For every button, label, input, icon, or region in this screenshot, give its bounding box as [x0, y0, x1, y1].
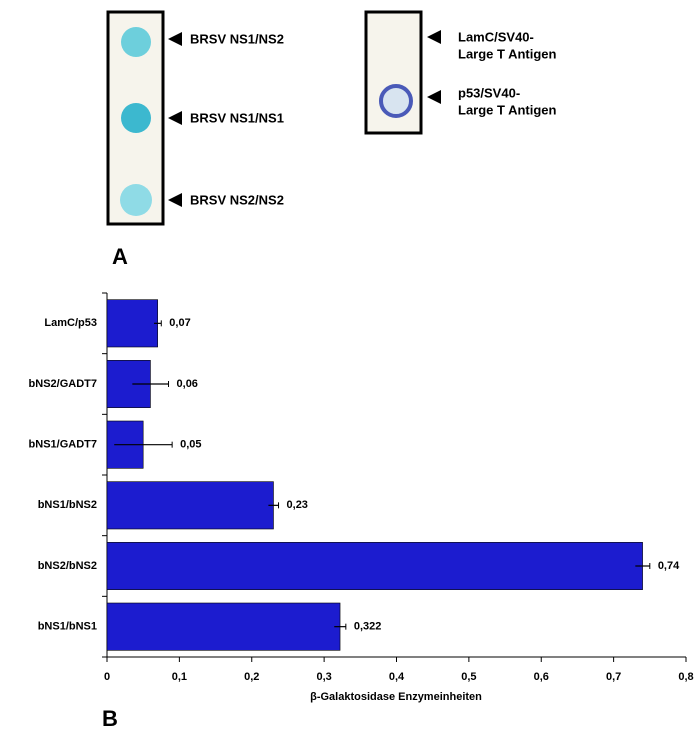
spot-label: Large T Antigen — [458, 46, 557, 61]
x-axis-title: β-Galaktosidase Enzymeinheiten — [310, 691, 482, 703]
colony — [121, 27, 151, 57]
spot-label: BRSV NS1/NS1 — [190, 110, 284, 125]
x-tick-label: 0,6 — [534, 671, 549, 683]
spot-label: Large T Antigen — [458, 102, 557, 117]
spot-label: BRSV NS1/NS2 — [190, 31, 284, 46]
y-tick-label: bNS1/bNS1 — [38, 621, 97, 633]
x-tick-label: 0 — [104, 671, 110, 683]
bar — [106, 542, 643, 590]
colony — [379, 84, 413, 118]
value-label: 0,23 — [287, 499, 308, 511]
colony — [120, 184, 152, 216]
y-tick-label: bNS1/GADT7 — [29, 439, 97, 451]
y-tick-label: bNS2/bNS2 — [38, 560, 97, 572]
spot-label: BRSV NS2/NS2 — [190, 192, 284, 207]
spot-label: p53/SV40- — [458, 85, 520, 100]
x-tick-label: 0,1 — [172, 671, 187, 683]
arrow — [168, 32, 182, 46]
spot-label: LamC/SV40- — [458, 29, 534, 44]
value-label: 0,74 — [658, 560, 680, 572]
y-tick-label: LamC/p53 — [44, 317, 97, 329]
arrow — [168, 111, 182, 125]
y-tick-label: bNS2/GADT7 — [29, 378, 97, 390]
arrow — [168, 193, 182, 207]
x-tick-label: 0,7 — [606, 671, 621, 683]
value-label: 0,322 — [354, 621, 382, 633]
bar — [106, 481, 274, 530]
x-tick-label: 0,8 — [678, 671, 693, 683]
value-label: 0,05 — [180, 439, 201, 451]
y-tick-label: bNS1/bNS2 — [38, 499, 97, 511]
x-tick-label: 0,5 — [461, 671, 476, 683]
value-label: 0,06 — [177, 378, 198, 390]
panel-label: B — [102, 706, 118, 731]
arrow — [427, 90, 441, 104]
bar — [106, 602, 341, 651]
x-tick-label: 0,2 — [244, 671, 259, 683]
colony — [121, 103, 151, 133]
value-label: 0,07 — [169, 317, 190, 329]
x-tick-label: 0,3 — [316, 671, 331, 683]
arrow — [427, 30, 441, 44]
panel-label: A — [112, 244, 128, 269]
x-tick-label: 0,4 — [389, 671, 405, 683]
bar — [106, 299, 158, 348]
